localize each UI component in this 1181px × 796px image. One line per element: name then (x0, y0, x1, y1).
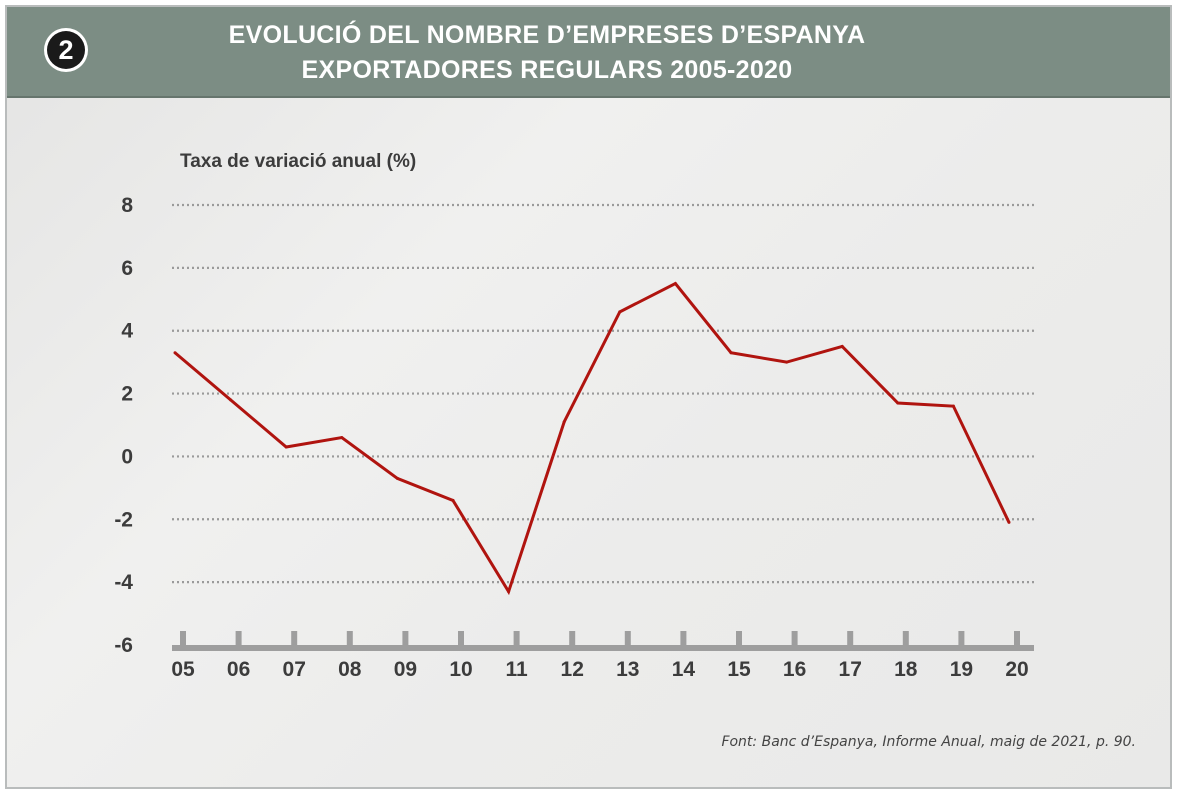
chart-header: 2 EVOLUCIÓ DEL NOMBRE D’EMPRESES D’ESPAN… (7, 7, 1170, 98)
x-tick-mark (235, 631, 242, 647)
x-tick-label: 10 (449, 658, 472, 681)
data-point (618, 310, 622, 314)
x-tick-label: 16 (783, 658, 806, 681)
source-note: Font: Banc d’Espanya, Informe Anual, mai… (721, 734, 1136, 750)
chart-frame: 2 EVOLUCIÓ DEL NOMBRE D’EMPRESES D’ESPAN… (5, 5, 1172, 789)
data-point (395, 476, 399, 480)
x-axis-line (172, 645, 1034, 651)
data-point (562, 420, 566, 424)
series-line (174, 281, 1011, 596)
x-tick-mark (402, 631, 409, 647)
x-tick-label: 13 (616, 658, 639, 681)
y-tick-label: 4 (121, 320, 133, 343)
x-tick-label: 05 (171, 658, 195, 681)
y-tick-label: 6 (121, 257, 133, 280)
x-tick-mark (624, 631, 631, 647)
x-tick-label: 18 (894, 658, 918, 681)
x-tick-mark (958, 631, 965, 647)
data-point (951, 404, 955, 408)
y-tick-label: 2 (121, 383, 133, 406)
data-point (507, 590, 511, 594)
x-tick-mark (458, 631, 464, 647)
x-tick-mark (736, 631, 742, 647)
data-point (340, 436, 344, 440)
x-tick-mark (1014, 631, 1020, 647)
data-point (673, 282, 677, 286)
data-point (896, 401, 900, 405)
data-point (173, 351, 177, 355)
data-point (785, 360, 789, 364)
x-tick-label: 15 (727, 658, 751, 681)
y-tick-label: -2 (114, 508, 133, 531)
x-tick-mark (291, 631, 298, 647)
data-point (840, 344, 844, 348)
chart-title-line1: EVOLUCIÓ DEL NOMBRE D’EMPRESES D’ESPANYA (228, 21, 866, 49)
x-tick-label: 07 (283, 658, 306, 681)
chart-title-line2: EXPORTADORES REGULARS 2005-2020 (301, 56, 793, 84)
x-tick-mark (513, 631, 520, 647)
data-point (1007, 520, 1011, 524)
data-point (729, 351, 733, 355)
x-tick-mark (346, 631, 353, 647)
data-point (284, 445, 288, 449)
x-tick-mark (569, 631, 576, 647)
y-tick-label: -6 (114, 634, 133, 657)
data-point (229, 398, 233, 402)
x-tick-label: 20 (1005, 658, 1028, 681)
x-tick-mark (791, 631, 798, 647)
x-tick-mark (180, 631, 186, 647)
x-tick-label: 14 (672, 658, 696, 681)
x-tick-label: 09 (394, 658, 417, 681)
x-tick-mark (680, 631, 687, 647)
x-tick-label: 12 (561, 658, 584, 681)
y-tick-label: 8 (121, 194, 133, 217)
y-tick-label: 0 (121, 445, 133, 468)
x-tick-mark (847, 631, 854, 647)
x-tick-label: 17 (839, 658, 862, 681)
x-tick-label: 11 (505, 658, 528, 681)
y-axis-label: Taxa de variació anual (%) (180, 151, 417, 172)
y-tick-label: -4 (114, 571, 133, 594)
x-tick-label: 06 (227, 658, 250, 681)
x-tick-label: 08 (338, 658, 362, 681)
x-tick-mark (902, 631, 909, 647)
figure-number: 2 (58, 35, 74, 65)
x-tick-label: 19 (950, 658, 973, 681)
data-point (451, 498, 455, 502)
badge-circle-icon (44, 28, 88, 72)
figure-number-badge: 2 (43, 27, 89, 73)
